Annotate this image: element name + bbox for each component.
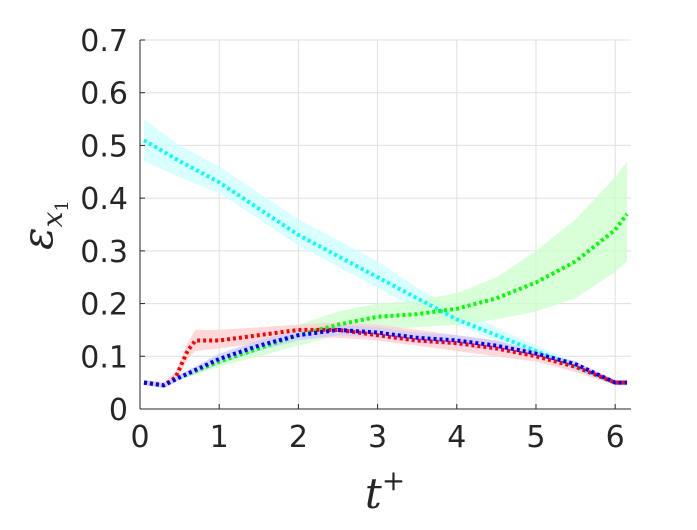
y-tick-label-7: 0.7 [80,24,128,59]
series-lines [142,138,629,388]
y-axis-label-main: ε [13,227,62,250]
x-axis-label-main: t [365,469,382,518]
series-band-2 [144,322,627,388]
x-tick-label-3: 3 [368,420,387,455]
svg-text:εx1: εx1 [13,200,73,250]
y-axis-label-subsubscript: 1 [52,200,73,211]
x-tick-label-4: 4 [447,420,466,455]
series-band-1 [144,161,627,388]
tick-labels: 0 1 2 3 4 5 6 0 0.1 0.2 0.3 0.4 0.5 0.6 0.7 [80,24,624,455]
series-line-1 [143,212,629,388]
x-tick-label-6: 6 [606,420,625,455]
y-tick-label-0: 0 [109,393,128,428]
y-axis-label: εx1 [13,200,73,250]
y-tick-label-3: 0.3 [80,235,128,270]
x-tick-label-2: 2 [289,420,308,455]
series-band-3 [144,324,627,388]
x-axis-label-superscript: + [382,464,405,497]
plot-area [140,40,631,409]
y-tick-label-2: 0.2 [80,288,128,323]
x-axis-label: t+ [365,464,405,518]
x-tick-label-5: 5 [526,420,545,455]
y-tick-label-5: 0.5 [80,129,128,164]
y-axis-label-subscript: x [36,211,69,227]
y-tick-label-6: 0.6 [80,77,128,112]
x-tick-label-1: 1 [210,420,229,455]
y-tick-label-1: 0.1 [80,340,128,375]
y-tick-label-4: 0.4 [80,182,128,217]
axes [139,39,631,410]
confidence-bands [144,119,627,388]
x-tick-label-0: 0 [130,420,149,455]
series-line-2 [143,327,627,388]
